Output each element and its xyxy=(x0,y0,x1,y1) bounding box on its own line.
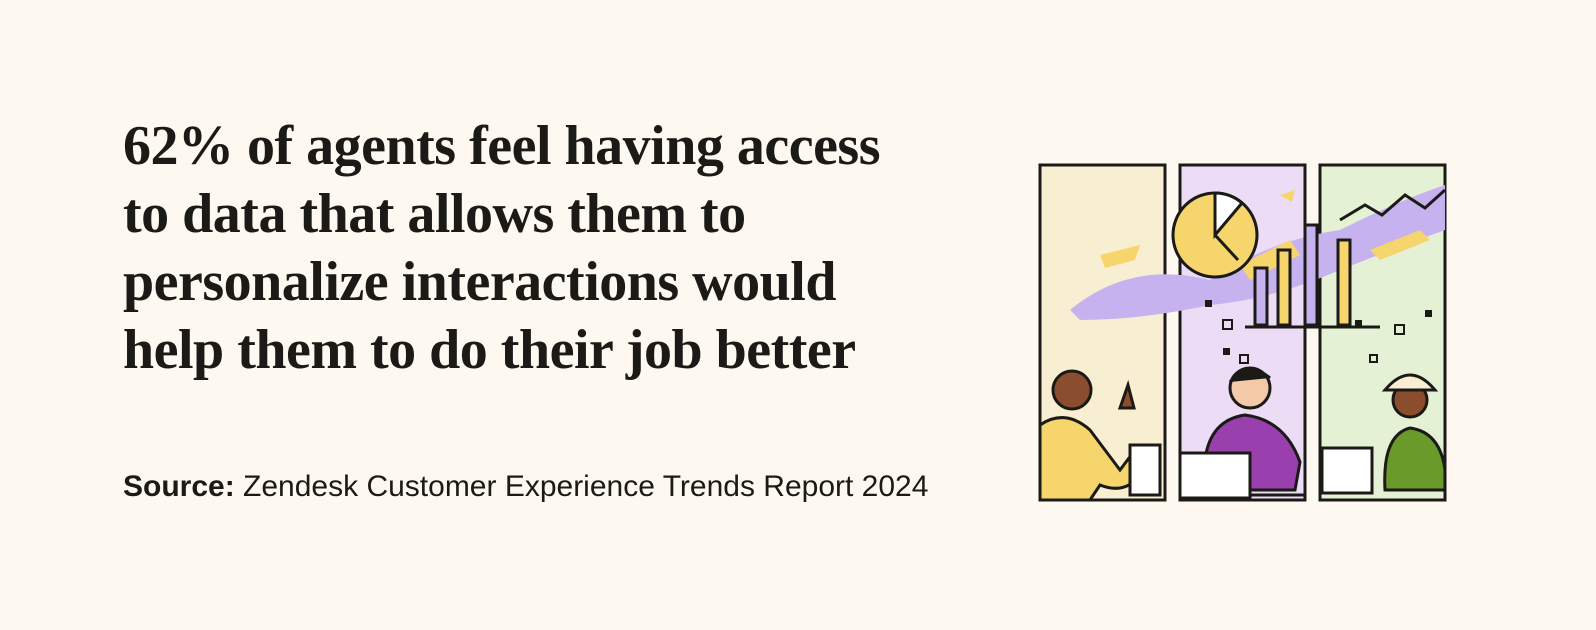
person-left xyxy=(1038,369,1162,502)
headline: 62% of agents feel having access to data… xyxy=(123,112,881,384)
pie-chart xyxy=(1171,191,1259,279)
headline-line: 62% of agents feel having access xyxy=(123,115,881,177)
headline-line: personalize interactions would xyxy=(123,251,836,313)
source: Source: Zendesk Customer Experience Tren… xyxy=(123,470,928,504)
person-middle xyxy=(1178,366,1305,500)
streaks xyxy=(1070,185,1445,320)
source-text: Zendesk Customer Experience Trends Repor… xyxy=(243,470,929,503)
person-right xyxy=(1320,373,1447,495)
illustration xyxy=(1038,163,1447,502)
headline-line: help them to do their job better xyxy=(123,319,856,381)
dots xyxy=(1205,300,1432,364)
source-label: Source: xyxy=(123,470,235,503)
headline-line: to data that allows them to xyxy=(123,183,746,245)
